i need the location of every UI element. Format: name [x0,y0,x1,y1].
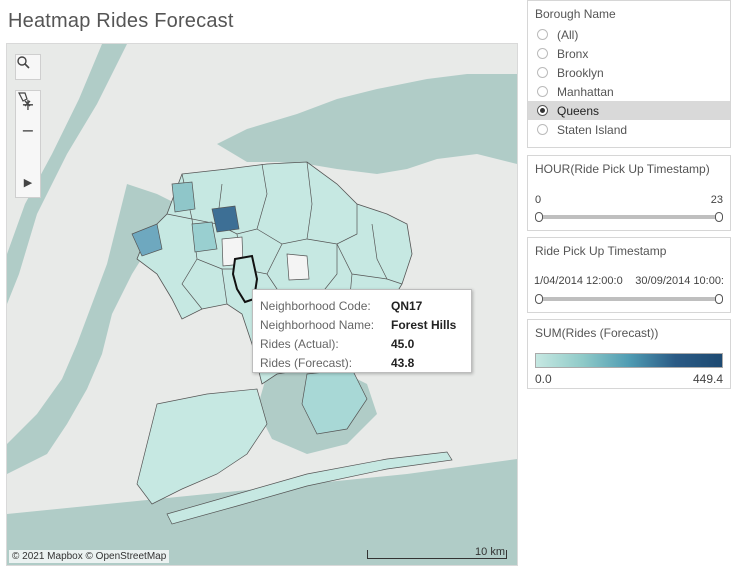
map-attribution[interactable]: © 2021 Mapbox © OpenStreetMap [9,550,170,563]
radio-icon[interactable] [537,105,548,116]
map-search-button[interactable] [15,54,41,80]
tooltip-key: Rides (Forecast): [260,355,353,370]
page-title: Heatmap Rides Forecast [8,10,234,32]
scale-label: 10 km [475,546,505,558]
zoom-out-button[interactable]: − [21,120,35,140]
tooltip-value: 43.8 [391,355,415,370]
filter-sidebar: Borough Name (All) Bronx Brooklyn Manhattan… [521,0,736,567]
hour-min-label: 0 [535,194,542,206]
rockaway-strip [166,451,453,525]
tooltip-key: Rides (Actual): [260,336,339,351]
timestamp-filter-title: Ride Pick Up Timestamp [535,244,667,258]
hour-filter-title: HOUR(Ride Pick Up Timestamp) [535,162,710,176]
map-tooltip: Neighborhood Code: QN17 Neighborhood Nam… [252,289,472,373]
legend-max-label: 449.4 [692,372,723,386]
borough-option[interactable]: Staten Island [528,120,730,139]
tooltip-row: Neighborhood Name: Forest Hills [260,315,464,334]
hour-filter: HOUR(Ride Pick Up Timestamp) 0 23 [527,155,731,231]
radio-icon[interactable] [537,48,548,59]
atlantic-ocean [7,459,517,565]
borough-filter: Borough Name (All) Bronx Brooklyn Manhattan… [527,0,731,148]
timestamp-max-label: 30/09/2014 10:00: [635,275,724,287]
radio-icon[interactable] [537,29,548,40]
borough-options: (All) Bronx Brooklyn Manhattan Queens Staten … [528,25,730,139]
selected-neighborhood-forest-hills [231,254,259,304]
tooltip-key: Neighborhood Code: [260,298,371,313]
borough-option-label: (All) [557,27,579,42]
search-icon [17,56,30,69]
timestamp-filter: Ride Pick Up Timestamp 1/04/2014 12:00:0… [527,237,731,313]
hour-slider-high-handle[interactable] [715,212,723,222]
legend-min-label: 0.0 [535,372,552,386]
borough-option[interactable]: Manhattan [528,82,730,101]
radio-icon[interactable] [537,86,548,97]
borough-filter-title: Borough Name [535,7,616,21]
hour-max-label: 23 [710,194,723,206]
timestamp-min-label: 1/04/2014 12:00:0 [534,275,623,287]
reset-selection-button[interactable] [16,92,40,169]
tooltip-value: Forest Hills [391,317,457,332]
borough-option-label: Brooklyn [557,65,604,80]
tooltip-value: QN17 [391,298,423,313]
play-button[interactable]: ▶ [23,175,33,189]
radio-icon[interactable] [537,124,548,135]
hour-slider-low-handle[interactable] [535,212,543,222]
neighborhood-dark [211,205,240,233]
borough-option-label: Manhattan [557,84,614,99]
borough-option[interactable]: Queens [528,101,730,120]
timestamp-range-labels: 1/04/2014 12:00:0 30/09/2014 10:00: [534,275,724,287]
tooltip-value: 45.0 [391,336,415,351]
timestamp-slider-track[interactable] [539,297,719,301]
borough-option-label: Staten Island [557,122,628,137]
legend-gradient [535,353,723,368]
hour-slider-track[interactable] [539,215,719,219]
tooltip-key: Neighborhood Name: [260,317,375,332]
borough-option-label: Queens [557,103,600,118]
neighborhood-mid3 [171,181,196,213]
long-island-sound [217,74,517,174]
tooltip-row: Rides (Forecast): 43.8 [260,353,464,372]
map-controls: + − ▶ [15,90,41,198]
legend-title: SUM(Rides (Forecast)) [535,326,659,340]
borough-option-label: Bronx [557,46,589,61]
tooltip-row: Neighborhood Code: QN17 [260,296,464,315]
timestamp-slider-low-handle[interactable] [535,294,543,304]
borough-option[interactable]: (All) [528,25,730,44]
southern-area [136,388,268,505]
borough-option[interactable]: Brooklyn [528,63,730,82]
neighborhood-white2 [286,253,310,281]
color-legend: SUM(Rides (Forecast)) 0.0 449.4 [527,319,731,389]
east-river [7,184,177,474]
pin-clear-icon [18,92,31,107]
neighborhood-mid2 [191,221,218,253]
radio-icon[interactable] [537,67,548,78]
neighborhood-mid [131,223,163,257]
borough-option[interactable]: Bronx [528,44,730,63]
scale-bar [367,550,507,559]
tooltip-row: Rides (Actual): 45.0 [260,334,464,353]
hour-range-labels: 0 23 [535,194,723,206]
map-scale: 10 km [367,546,507,561]
timestamp-slider-high-handle[interactable] [715,294,723,304]
